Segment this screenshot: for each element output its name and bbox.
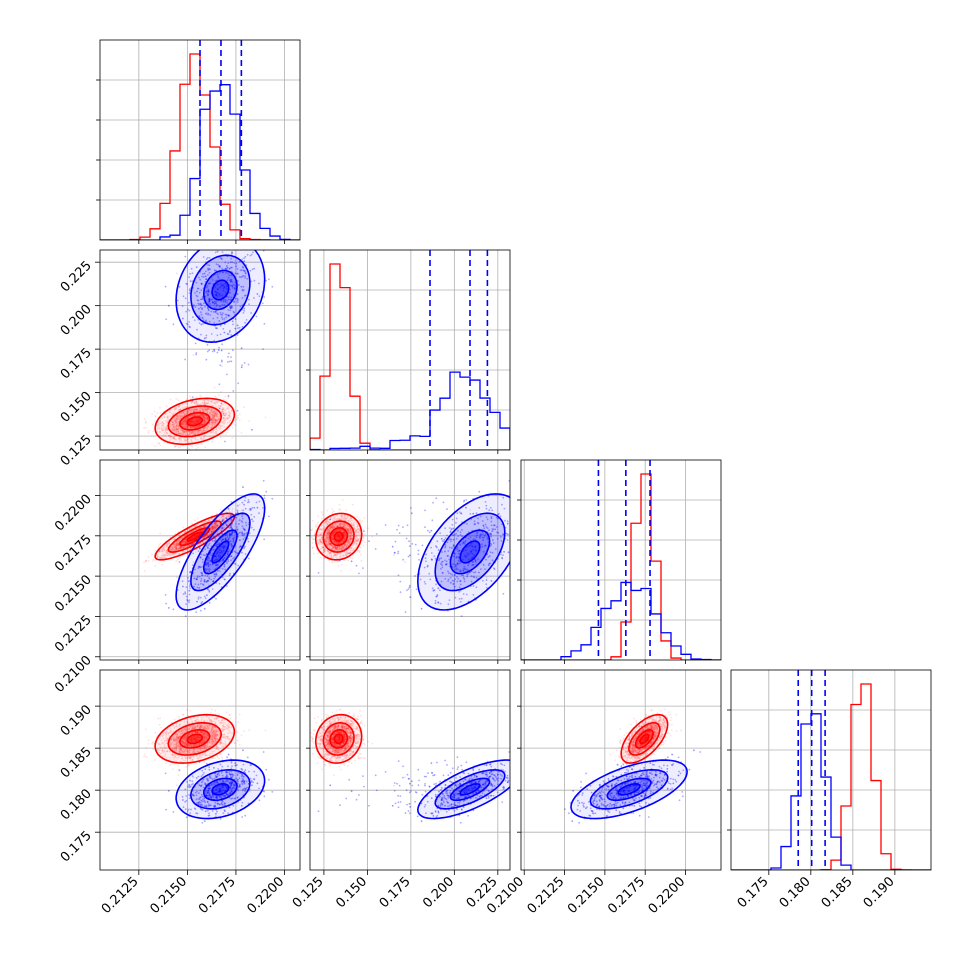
contour-a (322, 520, 355, 553)
contour-b (211, 782, 230, 796)
contour-b (459, 783, 481, 796)
contour-a (154, 512, 236, 561)
contour-b (190, 768, 251, 810)
contour-a (329, 527, 349, 547)
y-tick-label-2-2: 0.150 (58, 389, 95, 426)
contour-b (203, 777, 238, 802)
scatter-panel-2-4 (309, 669, 511, 871)
histogram-b-3 (521, 581, 721, 660)
y-tick-label-4-1: 0.175 (58, 828, 95, 865)
histogram-b-1 (100, 84, 300, 240)
y-tick-label-4-2: 0.180 (58, 786, 95, 823)
contour-a (314, 512, 363, 561)
contour-b (434, 512, 506, 592)
contour-a (154, 397, 236, 446)
contour-b (617, 782, 641, 796)
x-tick-label-4-4: 0.190 (861, 874, 898, 911)
y-tick-label-2-5: 0.225 (58, 258, 95, 295)
histogram-b-4 (731, 713, 931, 870)
contour-b (175, 759, 266, 820)
x-tick-label-1-1: 0.2125 (99, 874, 142, 917)
histogram-b-2 (310, 371, 510, 450)
x-tick-label-1-4: 0.2200 (245, 874, 288, 917)
contour-a (186, 531, 203, 542)
x-tick-label-4-3: 0.185 (819, 874, 856, 911)
contour-a (186, 416, 204, 427)
contour-a (167, 722, 223, 756)
histogram-panel-2 (309, 249, 511, 451)
x-tick-label-3-2: 0.2125 (525, 874, 568, 917)
contour-b (459, 540, 481, 564)
histogram-a-3 (521, 473, 721, 660)
points-b (164, 479, 274, 617)
contour-a (628, 722, 661, 756)
contour-a (186, 733, 204, 745)
contour-a (167, 520, 222, 553)
histogram-panel-1 (99, 39, 301, 241)
contour-b (449, 529, 491, 575)
x-tick-label-2-1: 0.125 (290, 874, 327, 911)
contour-a (329, 728, 349, 749)
scatter-panel-1-4 (99, 669, 301, 871)
x-tick-label-1-2: 0.2150 (147, 874, 190, 917)
scatter-panel-3-4 (520, 669, 722, 871)
contour-b (190, 254, 251, 326)
y-tick-label-3-1: 0.2100 (52, 653, 95, 696)
contour-b (589, 768, 669, 810)
x-tick-label-2-3: 0.175 (377, 874, 414, 911)
y-tick-label-4-3: 0.185 (58, 744, 95, 781)
y-tick-label-3-4: 0.2175 (52, 532, 95, 575)
contour-b (211, 540, 230, 564)
contour-a (333, 733, 344, 745)
contour-a (322, 721, 355, 756)
contour-b (449, 777, 491, 802)
contour-a (167, 405, 223, 438)
x-tick-label-4-2: 0.180 (777, 874, 814, 911)
contour-b (570, 759, 688, 820)
contour-b (434, 769, 506, 810)
contour-a (179, 728, 211, 749)
x-tick-label-4-1: 0.175 (735, 874, 772, 911)
y-tick-label-3-3: 0.2150 (52, 572, 95, 615)
contour-a (634, 728, 654, 749)
contour-a (333, 531, 344, 542)
y-tick-label-2-1: 0.125 (58, 432, 95, 469)
contour-b (190, 512, 251, 592)
points-b (317, 479, 510, 617)
contour-a (179, 411, 211, 431)
histogram-panel-3 (520, 459, 722, 661)
y-tick-label-3-2: 0.2125 (52, 613, 95, 656)
histogram-panel-4 (730, 669, 932, 871)
x-tick-label-2-2: 0.150 (333, 874, 370, 911)
contour-b (416, 759, 510, 820)
contour-b (416, 493, 510, 611)
contour-b (175, 250, 266, 344)
scatter-panel-1-3 (99, 459, 301, 661)
y-tick-label-2-4: 0.200 (58, 302, 95, 339)
contour-b (211, 279, 230, 301)
contour-a (620, 713, 669, 764)
contour-a (314, 713, 363, 764)
histogram-a-2 (310, 263, 510, 450)
x-tick-label-3-4: 0.2175 (605, 874, 648, 917)
y-tick-label-2-3: 0.175 (58, 345, 95, 382)
contour-a (639, 733, 650, 745)
scatter-panel-2-3 (309, 459, 511, 661)
y-tick-label-3-5: 0.2200 (52, 492, 95, 535)
histogram-a-4 (731, 683, 931, 870)
contour-a (154, 713, 236, 764)
contour-b (606, 777, 652, 802)
x-tick-label-1-3: 0.2175 (196, 874, 239, 917)
contour-b (175, 493, 266, 611)
scatter-panel-1-2 (99, 249, 301, 451)
contour-b (203, 529, 238, 575)
x-tick-label-3-3: 0.2150 (565, 874, 608, 917)
contour-a (179, 527, 211, 547)
x-tick-label-2-4: 0.200 (420, 874, 457, 911)
contour-b (202, 269, 238, 311)
y-tick-label-4-4: 0.190 (58, 702, 95, 739)
x-tick-label-3-5: 0.2200 (646, 874, 689, 917)
